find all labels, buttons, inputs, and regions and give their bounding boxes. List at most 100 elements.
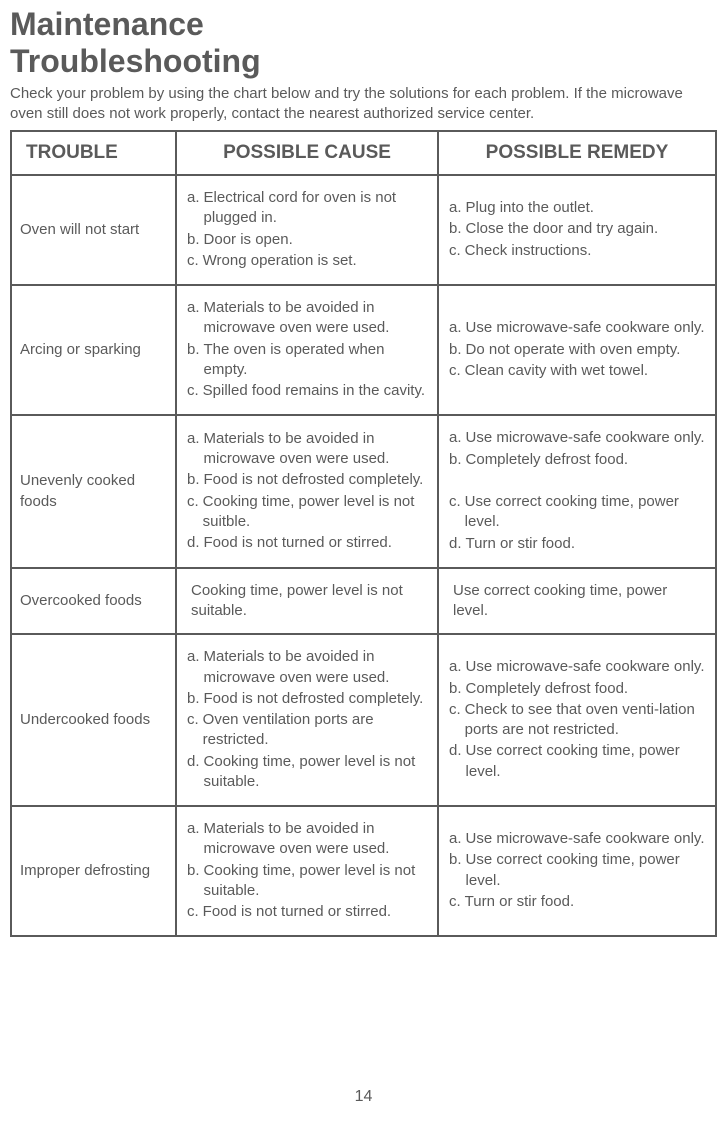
trouble-cell: Oven will not start xyxy=(11,175,176,285)
remedy-item: c.Use correct cooking time, power level. xyxy=(449,492,705,533)
item-text: Clean cavity with wet towel. xyxy=(465,361,705,381)
item-label: b. xyxy=(449,850,466,891)
item-text: Use microwave-safe cookware only. xyxy=(466,428,705,448)
cause-item: b.Food is not defrosted completely. xyxy=(187,470,427,490)
table-row: Oven will not start a.Electrical cord for… xyxy=(11,175,716,285)
item-text: Check instructions. xyxy=(465,241,705,261)
item-text: Check to see that oven venti-lation port… xyxy=(465,700,705,741)
item-label: c. xyxy=(187,902,203,922)
item-text: Food is not defrosted completely. xyxy=(204,470,427,490)
item-label: c. xyxy=(449,700,465,741)
cause-item: b.Food is not defrosted completely. xyxy=(187,689,427,709)
remedy-cell: a.Use microwave-safe cookware only.b.Do … xyxy=(438,285,716,415)
item-label: b. xyxy=(187,230,204,250)
remedy-item: d.Turn or stir food. xyxy=(449,534,705,554)
item-text: Cooking time, power level is not suitble… xyxy=(203,492,427,533)
cause-item: b.The oven is operated when empty. xyxy=(187,340,427,381)
cause-cell: a.Materials to be avoided in microwave o… xyxy=(176,415,438,568)
item-text: Cooking time, power level is not suitabl… xyxy=(204,861,427,902)
cause-item: c.Food is not turned or stirred. xyxy=(187,902,427,922)
cause-cell: a.Materials to be avoided in microwave o… xyxy=(176,285,438,415)
cause-item: a.Materials to be avoided in microwave o… xyxy=(187,647,427,688)
item-label: b. xyxy=(187,861,204,902)
item-text: Use correct cooking time, power level. xyxy=(466,850,705,891)
item-label: a. xyxy=(449,318,466,338)
troubleshooting-table: TROUBLE POSSIBLE CAUSE POSSIBLE REMEDY O… xyxy=(10,130,717,937)
item-text: Use correct cooking time, power level. xyxy=(465,492,705,533)
item-label: a. xyxy=(187,188,204,229)
item-label: d. xyxy=(449,741,466,782)
table-row: Undercooked foodsa.Materials to be avoid… xyxy=(11,634,716,806)
item-label: c. xyxy=(187,251,203,271)
item-label: b. xyxy=(187,689,204,709)
remedy-item: d.Use correct cooking time, power level. xyxy=(449,741,705,782)
remedy-item: b.Completely defrost food. xyxy=(449,450,705,470)
item-text: Do not operate with oven empty. xyxy=(466,340,705,360)
item-text: Food is not turned or stirred. xyxy=(204,533,427,553)
cause-item: a.Materials to be avoided in microwave o… xyxy=(187,429,427,470)
item-label: d. xyxy=(187,752,204,793)
trouble-cell: Overcooked foods xyxy=(11,568,176,635)
item-text: Food is not defrosted completely. xyxy=(204,689,427,709)
item-text: Materials to be avoided in microwave ove… xyxy=(204,819,427,860)
item-text: Use microwave-safe cookware only. xyxy=(466,829,705,849)
item-text: The oven is operated when empty. xyxy=(204,340,427,381)
cause-item: c.Spilled food remains in the cavity. xyxy=(187,381,427,401)
table-row: Improper defrostinga.Materials to be avo… xyxy=(11,806,716,936)
remedy-item: c.Clean cavity with wet towel. xyxy=(449,361,705,381)
cause-cell: a.Materials to be avoided in microwave o… xyxy=(176,634,438,806)
item-label: d. xyxy=(187,533,204,553)
cause-item: a.Electrical cord for oven is not plugge… xyxy=(187,188,427,229)
item-label: a. xyxy=(187,819,204,860)
remedy-item xyxy=(449,471,705,491)
item-text: Close the door and try again. xyxy=(466,219,705,239)
cause-item: d.Cooking time, power level is not suita… xyxy=(187,752,427,793)
cause-item: a.Materials to be avoided in microwave o… xyxy=(187,298,427,339)
heading-line-1: Maintenance xyxy=(10,6,204,42)
intro-text: Check your problem by using the chart be… xyxy=(10,84,717,125)
item-label: b. xyxy=(187,470,204,490)
heading-line-2: Troubleshooting xyxy=(10,43,261,79)
item-text: Plug into the outlet. xyxy=(466,198,705,218)
item-text: Oven ventilation ports are restricted. xyxy=(203,710,427,751)
item-label: c. xyxy=(187,381,203,401)
remedy-cell: Use correct cooking time, power level. xyxy=(438,568,716,635)
item-text: Spilled food remains in the cavity. xyxy=(203,381,427,401)
remedy-item: a.Use microwave-safe cookware only. xyxy=(449,428,705,448)
page-title: Maintenance Troubleshooting xyxy=(10,6,717,80)
remedy-cell: a.Use microwave-safe cookware only.b.Use… xyxy=(438,806,716,936)
item-text: Cooking time, power level is not suitabl… xyxy=(204,752,427,793)
remedy-item: c.Turn or stir food. xyxy=(449,892,705,912)
item-text: Completely defrost food. xyxy=(466,450,705,470)
item-text: Materials to be avoided in microwave ove… xyxy=(204,429,427,470)
remedy-item: a.Use microwave-safe cookware only. xyxy=(449,657,705,677)
remedy-item: b.Use correct cooking time, power level. xyxy=(449,850,705,891)
cause-item: a.Materials to be avoided in microwave o… xyxy=(187,819,427,860)
item-text: Materials to be avoided in microwave ove… xyxy=(204,647,427,688)
trouble-cell: Unevenly cooked foods xyxy=(11,415,176,568)
cause-item: b.Cooking time, power level is not suita… xyxy=(187,861,427,902)
item-text: Food is not turned or stirred. xyxy=(203,902,427,922)
item-label: a. xyxy=(449,198,466,218)
item-text: Use correct cooking time, power level. xyxy=(466,741,705,782)
item-label: b. xyxy=(449,450,466,470)
item-label: a. xyxy=(449,829,466,849)
item-text: Use microwave-safe cookware only. xyxy=(466,318,705,338)
table-row: Arcing or sparkinga.Materials to be avoi… xyxy=(11,285,716,415)
item-text: Turn or stir food. xyxy=(465,892,705,912)
cause-cell: a.Materials to be avoided in microwave o… xyxy=(176,806,438,936)
table-row: Overcooked foodsCooking time, power leve… xyxy=(11,568,716,635)
item-text: Use microwave-safe cookware only. xyxy=(466,657,705,677)
item-label: b. xyxy=(449,219,466,239)
item-label: c. xyxy=(449,892,465,912)
header-remedy: POSSIBLE REMEDY xyxy=(438,131,716,175)
remedy-item: a.Use microwave-safe cookware only. xyxy=(449,829,705,849)
page-number: 14 xyxy=(0,1088,727,1106)
remedy-item: b.Do not operate with oven empty. xyxy=(449,340,705,360)
cause-cell: a.Electrical cord for oven is not plugge… xyxy=(176,175,438,285)
cause-cell: Cooking time, power level is not suitabl… xyxy=(176,568,438,635)
item-label: a. xyxy=(187,298,204,339)
item-label: a. xyxy=(187,429,204,470)
remedy-cell: a.Use microwave-safe cookware only.b.Com… xyxy=(438,634,716,806)
item-text xyxy=(453,471,705,491)
